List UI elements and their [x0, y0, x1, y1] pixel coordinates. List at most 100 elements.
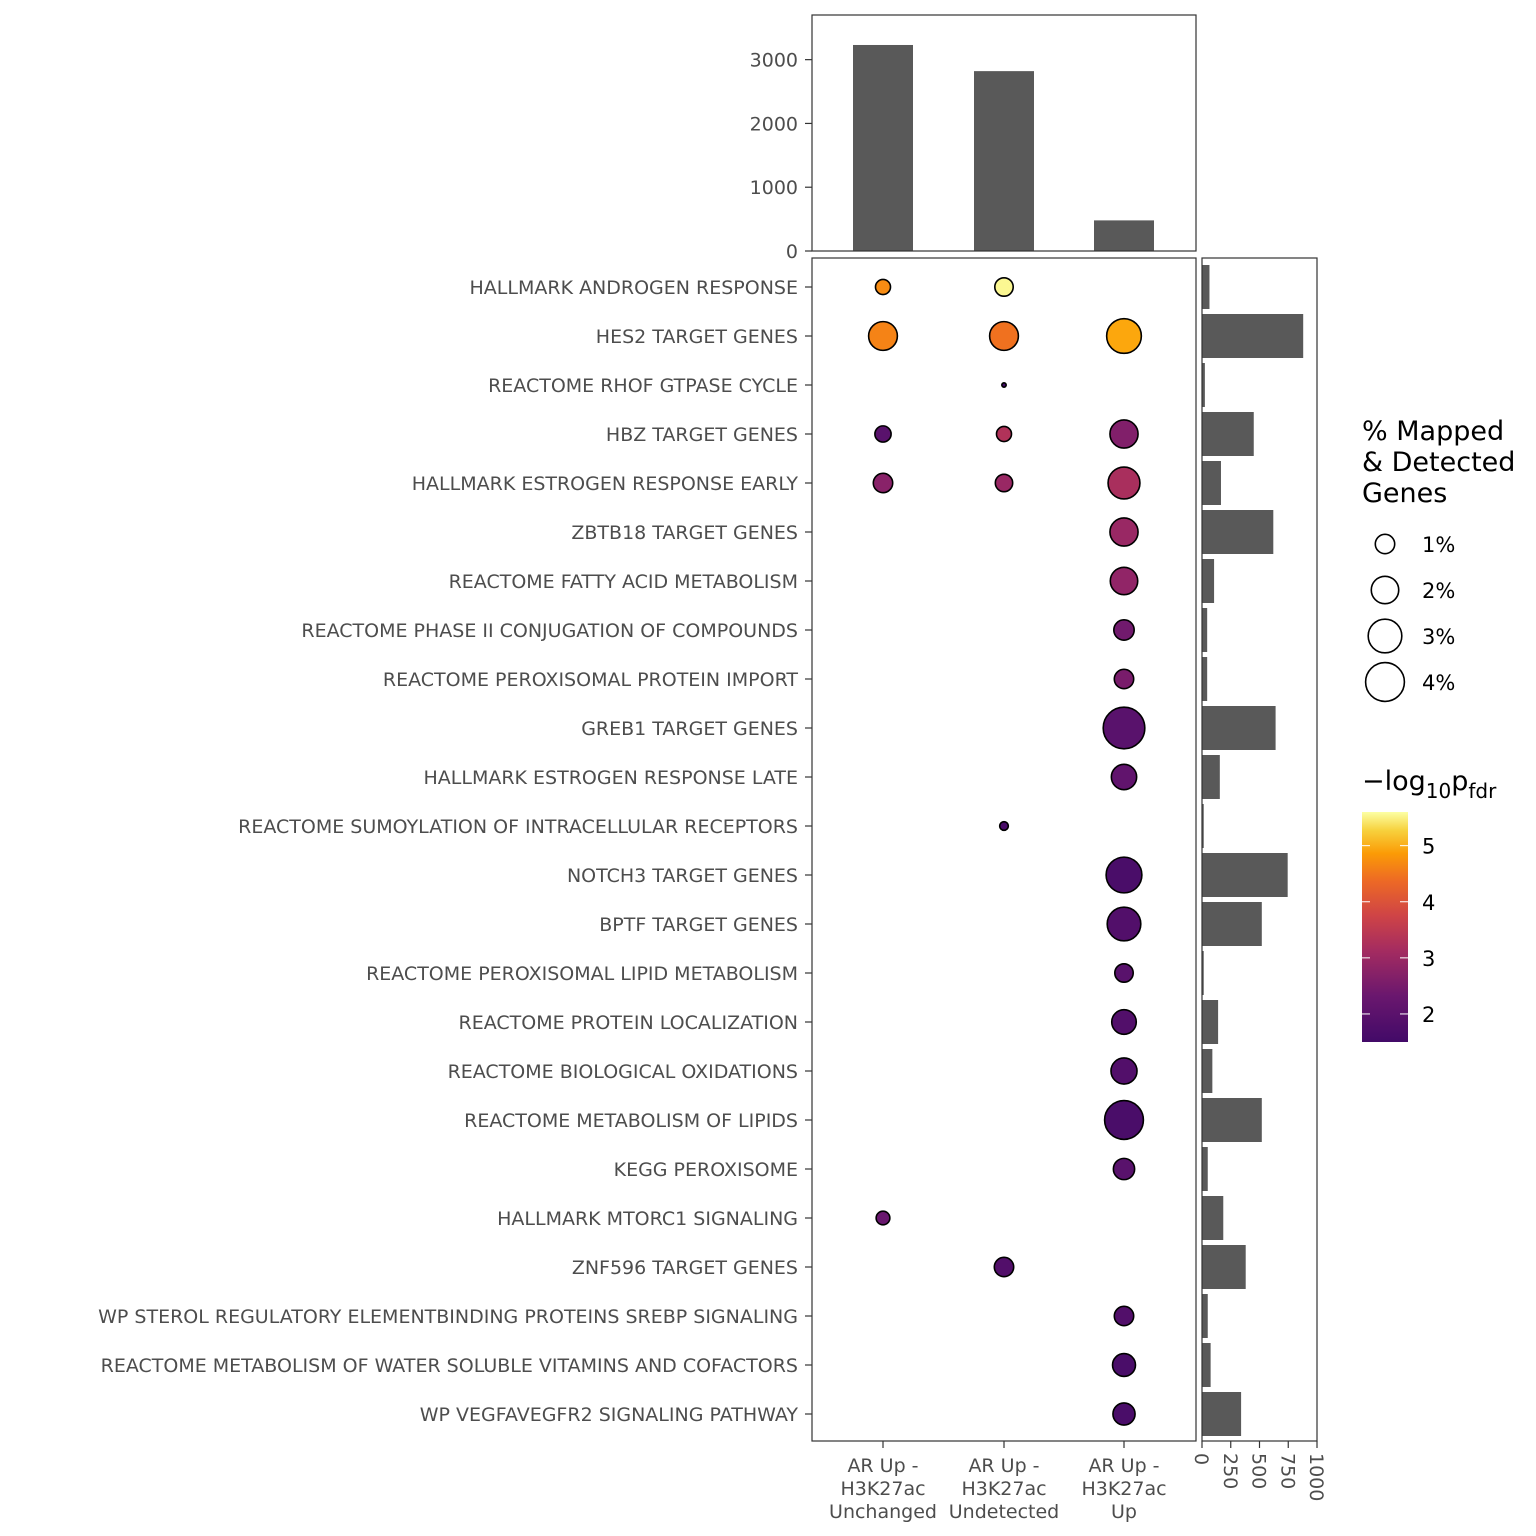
group-label: AR Up -H3K27ac Unchanged [829, 1455, 937, 1523]
size-legend-label: 4% [1422, 671, 1455, 695]
color-legend-label: 2 [1422, 1003, 1435, 1027]
right-bar-15 [1202, 1000, 1219, 1044]
pathway-label: REACTOME METABOLISM OF LIPIDS [464, 1110, 798, 1132]
top-bar-panel: 0 1000 2000 3000 [750, 14, 1197, 263]
top-y-tick-label: 3000 [750, 50, 798, 72]
pathway-label: GREB1 TARGET GENES [581, 718, 798, 740]
pathway-label: HALLMARK ESTROGEN RESPONSE EARLY [412, 473, 799, 495]
right-bar-16 [1202, 1049, 1213, 1093]
right-bar-5 [1202, 510, 1274, 554]
top-bar-2 [1094, 220, 1154, 251]
right-bar-4 [1202, 461, 1221, 505]
enrichment-dot [867, 320, 899, 352]
right-bar-12 [1202, 853, 1288, 897]
pathway-label: HALLMARK ESTROGEN RESPONSE LATE [423, 767, 798, 789]
size-legend: % Mapped & Detected Genes 1% 2% 3% 4% [1362, 416, 1515, 703]
pathway-label: REACTOME BIOLOGICAL OXIDATIONS [448, 1061, 798, 1083]
right-bar-2 [1202, 363, 1205, 407]
enrichment-dot [995, 425, 1013, 443]
right-bar-0 [1202, 265, 1210, 309]
enrichment-dot [1107, 466, 1141, 500]
pathway-label: WP STEROL REGULATORY ELEMENTBINDING PROT… [98, 1306, 798, 1328]
enrichment-dot [1110, 763, 1138, 791]
right-bar-18 [1202, 1147, 1208, 1191]
right-bar-21 [1202, 1294, 1208, 1338]
pathway-label: REACTOME RHOF GTPASE CYCLE [488, 375, 798, 397]
top-bar-frame [811, 14, 1197, 252]
enrichment-dot [1111, 1352, 1137, 1378]
pathway-label: REACTOME METABOLISM OF WATER SOLUBLE VIT… [101, 1355, 798, 1377]
top-bar-0 [853, 44, 913, 251]
color-legend-title: −log10pfdr [1362, 766, 1497, 803]
right-bar-17 [1202, 1098, 1262, 1142]
enrichment-dot [1109, 517, 1139, 547]
right-bar-7 [1202, 608, 1208, 652]
enrichment-dot [1112, 1157, 1136, 1181]
enrichment-dot [1113, 668, 1135, 690]
enrichment-dot [872, 472, 894, 494]
enrichment-dot [875, 1210, 891, 1226]
enrichment-dot [988, 320, 1020, 352]
size-legend-title: % Mapped & Detected Genes [1362, 416, 1515, 509]
right-bar-9 [1202, 706, 1276, 750]
right-x-tick-label: 500 [1248, 1453, 1270, 1489]
pathway-label: ZBTB18 TARGET GENES [571, 522, 798, 544]
right-bar-3 [1202, 412, 1254, 456]
pathway-label: REACTOME PEROXISOMAL PROTEIN IMPORT [383, 669, 798, 691]
right-bar-14 [1202, 951, 1204, 995]
color-legend-bar [1362, 812, 1408, 1042]
enrichment-dot [1105, 856, 1143, 894]
enrichment-dot [1109, 419, 1139, 449]
dot-plot-panel: HALLMARK ANDROGEN RESPONSE HES2 TARGET GE… [98, 257, 1197, 1523]
enrichment-dot [998, 820, 1010, 832]
enrichment-dot [1109, 566, 1139, 596]
size-legend-key [1367, 618, 1403, 654]
top-y-tick-label: 2000 [750, 113, 798, 135]
color-legend-label: 4 [1422, 891, 1435, 915]
pathway-label: BPTF TARGET GENES [599, 914, 798, 936]
right-bar-1 [1202, 314, 1304, 358]
pathway-label: REACTOME PEROXISOMAL LIPID METABOLISM [366, 963, 798, 985]
pathway-label: REACTOME PROTEIN LOCALIZATION [459, 1012, 798, 1034]
pathway-label: HBZ TARGET GENES [606, 424, 798, 446]
top-y-tick-label: 1000 [750, 177, 798, 199]
top-y-tick-label: 0 [786, 241, 798, 263]
enrichment-dot [1113, 962, 1135, 984]
right-bar-19 [1202, 1196, 1224, 1240]
pathway-label: HES2 TARGET GENES [596, 326, 798, 348]
right-bar-13 [1202, 902, 1262, 946]
size-legend-key [1370, 575, 1400, 605]
pathway-label: REACTOME SUMOYLATION OF INTRACELLULAR RE… [238, 816, 798, 838]
pathway-label: KEGG PEROXISOME [614, 1159, 798, 1181]
pathway-label: REACTOME PHASE II CONJUGATION OF COMPOUN… [301, 620, 798, 642]
enrichment-dot [1110, 1008, 1138, 1036]
right-bar-20 [1202, 1245, 1246, 1289]
right-x-tick-label: 0 [1190, 1453, 1212, 1465]
enrichment-dot [1110, 1057, 1138, 1085]
color-legend-label: 3 [1422, 947, 1435, 971]
enrichment-dot [993, 276, 1015, 298]
group-label: AR Up -H3K27ac Undetected [949, 1455, 1059, 1523]
right-bar-8 [1202, 657, 1208, 701]
size-legend-label: 2% [1422, 579, 1455, 603]
enrichment-dot [1106, 906, 1142, 942]
enrichment-dot [1105, 317, 1143, 355]
pathway-label: HALLMARK ANDROGEN RESPONSE [470, 277, 798, 299]
pathway-label: REACTOME FATTY ACID METABOLISM [449, 571, 798, 593]
color-legend: −log10pfdr 2 3 4 5 [1362, 766, 1497, 1042]
pathway-label: WP VEGFAVEGFR2 SIGNALING PATHWAY [420, 1404, 799, 1426]
group-label: AR Up -H3K27ac Up [1081, 1455, 1166, 1523]
right-bar-6 [1202, 559, 1215, 603]
size-legend-label: 1% [1422, 533, 1455, 557]
right-bar-23 [1202, 1392, 1242, 1436]
right-bar-panel: 0 250 500 750 1000 [1190, 257, 1327, 1501]
top-bar-1 [974, 71, 1034, 251]
right-x-tick-label: 750 [1276, 1453, 1298, 1489]
enrichment-dot [874, 278, 892, 296]
right-bar-10 [1202, 755, 1220, 799]
enrichment-dot [993, 1256, 1015, 1278]
enrichment-dot [1112, 1402, 1136, 1426]
pathway-label: ZNF596 TARGET GENES [572, 1257, 798, 1279]
enrichment-dot [1113, 1305, 1135, 1327]
